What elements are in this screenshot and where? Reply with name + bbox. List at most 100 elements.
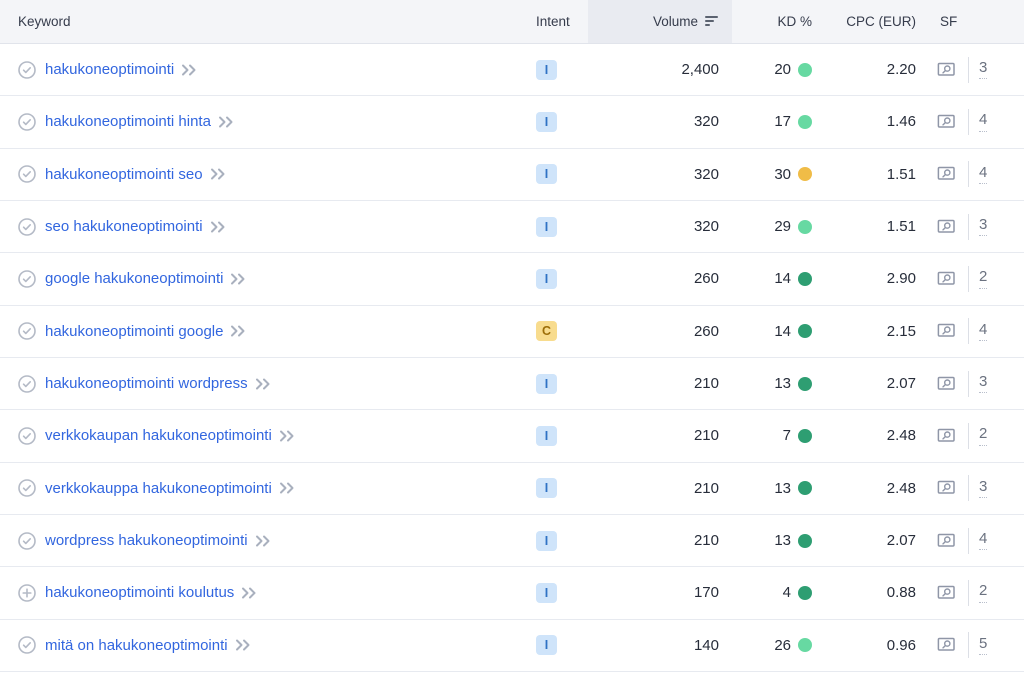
sf-count[interactable]: 3 xyxy=(979,478,988,499)
check-circle-icon[interactable] xyxy=(18,217,36,236)
volume-cell: 170 xyxy=(588,567,732,618)
view-serp-icon[interactable] xyxy=(936,427,957,445)
volume-cell: 320 xyxy=(588,201,732,252)
column-header-keyword[interactable]: Keyword xyxy=(0,0,522,43)
sf-count[interactable]: 2 xyxy=(979,583,988,603)
sf-count[interactable]: 2 xyxy=(979,426,988,446)
column-header-volume-label: Volume xyxy=(652,14,698,29)
intent-badge[interactable]: I xyxy=(536,635,557,656)
view-serp-icon[interactable] xyxy=(936,584,957,602)
column-header-volume[interactable]: Volume xyxy=(588,0,732,43)
kd-value: 20 xyxy=(774,61,791,79)
kd-difficulty-dot xyxy=(798,62,812,77)
sf-count[interactable]: 3 xyxy=(979,59,988,80)
check-circle-icon[interactable] xyxy=(18,374,36,393)
double-chevron-right-icon[interactable] xyxy=(210,221,227,233)
intent-badge[interactable]: I xyxy=(536,111,557,132)
check-circle-icon[interactable] xyxy=(18,531,36,550)
plus-circle-icon[interactable] xyxy=(18,584,36,602)
volume-value: 2,400 xyxy=(681,61,719,79)
sf-count[interactable]: 4 xyxy=(979,530,988,551)
double-chevron-right-icon[interactable] xyxy=(181,64,198,76)
double-chevron-right-icon[interactable] xyxy=(255,535,272,547)
double-chevron-right-icon[interactable] xyxy=(230,325,247,337)
sf-count[interactable]: 5 xyxy=(979,635,988,656)
double-chevron-right-icon[interactable] xyxy=(230,273,247,285)
view-serp-icon[interactable] xyxy=(936,113,957,131)
sf-count[interactable]: 4 xyxy=(979,164,988,185)
view-serp-icon[interactable] xyxy=(936,165,957,183)
keyword-link[interactable]: verkkokaupan hakukoneoptimointi xyxy=(45,427,272,445)
check-circle-icon[interactable] xyxy=(18,165,36,184)
keyword-link[interactable]: seo hakukoneoptimointi xyxy=(45,218,203,236)
keyword-link[interactable]: hakukoneoptimointi wordpress xyxy=(45,375,248,393)
column-header-sf[interactable]: SF xyxy=(924,0,1024,43)
intent-cell: I xyxy=(522,567,588,618)
keyword-link[interactable]: hakukoneoptimointi xyxy=(45,61,175,79)
double-chevron-right-icon[interactable] xyxy=(279,430,296,442)
double-chevron-right-icon[interactable] xyxy=(235,639,252,651)
volume-value: 260 xyxy=(693,322,719,340)
check-circle-icon[interactable] xyxy=(18,636,36,655)
view-serp-icon[interactable] xyxy=(936,218,957,236)
column-header-cpc[interactable]: CPC (EUR) xyxy=(820,0,924,43)
sf-count[interactable]: 4 xyxy=(979,112,988,132)
view-serp-icon[interactable] xyxy=(936,479,957,497)
kd-value: 7 xyxy=(782,427,791,445)
intent-badge[interactable]: C xyxy=(536,321,557,342)
view-serp-icon[interactable] xyxy=(936,532,957,550)
double-chevron-right-icon[interactable] xyxy=(218,116,235,128)
sf-count[interactable]: 3 xyxy=(979,216,988,237)
keyword-cell: seo hakukoneoptimointi xyxy=(0,201,522,252)
sf-count[interactable]: 4 xyxy=(979,321,988,342)
keyword-link[interactable]: hakukoneoptimointi seo xyxy=(45,165,203,183)
kd-difficulty-dot xyxy=(798,481,812,496)
keyword-link[interactable]: hakukoneoptimointi google xyxy=(45,322,224,340)
keyword-cell: hakukoneoptimointi seo xyxy=(0,149,522,200)
column-header-intent[interactable]: Intent xyxy=(522,0,588,43)
keyword-cell: verkkokauppa hakukoneoptimointi xyxy=(0,463,522,514)
check-circle-icon[interactable] xyxy=(18,60,36,79)
sf-count[interactable]: 3 xyxy=(979,373,988,394)
intent-badge[interactable]: I xyxy=(536,268,557,289)
kd-cell: 13 xyxy=(732,358,820,409)
kd-difficulty-dot xyxy=(798,219,812,234)
sf-count[interactable]: 2 xyxy=(979,269,988,289)
intent-badge[interactable]: I xyxy=(536,216,557,237)
check-circle-icon[interactable] xyxy=(18,113,36,131)
intent-badge[interactable]: I xyxy=(536,425,557,446)
view-serp-icon[interactable] xyxy=(936,375,957,393)
check-circle-icon[interactable] xyxy=(18,270,36,288)
intent-badge[interactable]: I xyxy=(536,582,557,603)
volume-cell: 2,400 xyxy=(588,44,732,95)
column-header-kd[interactable]: KD % xyxy=(732,0,820,43)
keyword-link[interactable]: hakukoneoptimointi koulutus xyxy=(45,584,235,602)
view-serp-icon[interactable] xyxy=(936,322,957,340)
volume-cell: 260 xyxy=(588,253,732,304)
view-serp-icon[interactable] xyxy=(936,270,957,288)
volume-value: 320 xyxy=(693,113,719,131)
check-circle-icon[interactable] xyxy=(18,427,36,445)
double-chevron-right-icon[interactable] xyxy=(241,587,258,599)
intent-badge[interactable]: I xyxy=(536,59,557,80)
double-chevron-right-icon[interactable] xyxy=(210,168,227,180)
sf-divider xyxy=(968,161,969,188)
keyword-link[interactable]: hakukoneoptimointi hinta xyxy=(45,113,211,131)
intent-badge[interactable]: I xyxy=(536,373,557,394)
keyword-link[interactable]: verkkokauppa hakukoneoptimointi xyxy=(45,479,272,497)
double-chevron-right-icon[interactable] xyxy=(255,378,272,390)
check-circle-icon[interactable] xyxy=(18,479,36,498)
keyword-link[interactable]: wordpress hakukoneoptimointi xyxy=(45,532,248,550)
check-circle-icon[interactable] xyxy=(18,322,36,341)
view-serp-icon[interactable] xyxy=(936,636,957,654)
view-serp-icon[interactable] xyxy=(936,61,957,79)
double-chevron-right-icon[interactable] xyxy=(279,482,296,494)
volume-cell: 210 xyxy=(588,358,732,409)
intent-badge[interactable]: I xyxy=(536,164,557,185)
keyword-link[interactable]: mitä on hakukoneoptimointi xyxy=(45,636,228,654)
volume-value: 170 xyxy=(693,584,719,602)
cpc-cell: 2.48 xyxy=(820,410,924,461)
keyword-link[interactable]: google hakukoneoptimointi xyxy=(45,270,224,288)
intent-badge[interactable]: I xyxy=(536,530,557,551)
intent-badge[interactable]: I xyxy=(536,478,557,499)
